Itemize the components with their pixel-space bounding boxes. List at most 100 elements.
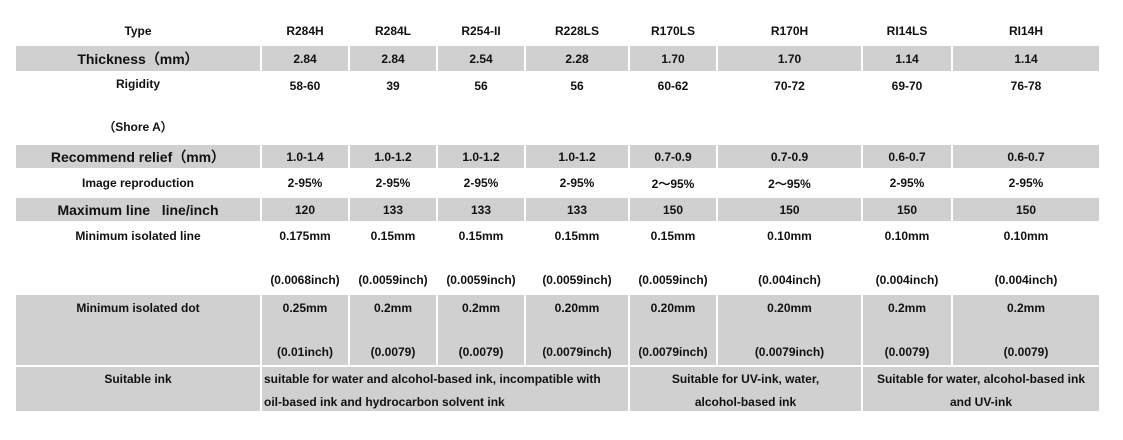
relief-cell: 1.0-1.2 [348, 143, 438, 170]
min-dot-mm: 0.20mm [554, 301, 600, 315]
rigidity-cell: 56 [524, 71, 630, 145]
min-line-mm: 0.175mm [279, 229, 331, 243]
image-repro-cell: 2～95% [716, 168, 863, 198]
rigidity-cell: 39 [348, 71, 438, 145]
min-line-mm: 0.10mm [884, 229, 930, 243]
relief-cell: 0.7-0.9 [628, 143, 718, 170]
rigidity-cell: 56 [436, 71, 526, 145]
thickness-label: Thickness（mm） [14, 44, 262, 73]
type-cell: R284H [260, 15, 350, 46]
min-dot-mm: 0.2mm [461, 301, 501, 315]
max-line-cell: 150 [716, 196, 863, 223]
rigidity-value: 69-70 [891, 79, 923, 93]
ink-group-2: Suitable for UV-ink, water, alcohol-based… [628, 365, 863, 413]
min-line-inch: (0.004inch) [758, 273, 821, 287]
min-line-mm: 0.15mm [458, 229, 504, 243]
min-dot-inch: (0.0079) [370, 345, 416, 359]
image-repro-cell: 2-95% [436, 168, 526, 198]
thickness-row: Thickness（mm） 2.84 2.84 2.54 2.28 1.70 1… [14, 44, 1101, 73]
min-dot-cell: 0.2mm (0.0079) [861, 293, 953, 367]
min-dot-inch: (0.0079inch) [542, 345, 612, 359]
min-line-inch: (0.0059inch) [542, 273, 612, 287]
max-line-label: Maximum line line/inch [14, 196, 262, 223]
rigidity-cell: 69-70 [861, 71, 953, 145]
relief-cell: 1.0-1.2 [436, 143, 526, 170]
rigidity-label: Rigidity [116, 77, 160, 91]
min-dot-label-cell: Minimum isolated dot [14, 293, 262, 367]
min-dot-inch: (0.0079inch) [638, 345, 708, 359]
type-cell: R170LS [628, 15, 718, 46]
min-dot-mm: 0.20mm [650, 301, 696, 315]
ink-group-3-line-1: Suitable for water, alcohol-based ink [876, 372, 1086, 386]
ink-group-1-line-2: oil-based ink and hydrocarbon solvent in… [264, 395, 505, 409]
ink-group-2-line-2: alcohol-based ink [694, 395, 797, 409]
thickness-cell: 2.84 [348, 44, 438, 73]
image-repro-cell: 2～95% [628, 168, 718, 198]
min-line-cell: 0.15mm (0.0059inch) [628, 221, 718, 295]
rigidity-cell: 60-62 [628, 71, 718, 145]
max-line-cell: 150 [951, 196, 1101, 223]
rigidity-cell: 70-72 [716, 71, 863, 145]
relief-cell: 0.6-0.7 [951, 143, 1101, 170]
image-repro-cell: 2-95% [348, 168, 438, 198]
min-line-cell: 0.10mm (0.004inch) [716, 221, 863, 295]
rigidity-value: 60-62 [657, 79, 689, 93]
thickness-cell: 1.70 [716, 44, 863, 73]
min-dot-row: Minimum isolated dot 0.25mm (0.01inch) 0.… [14, 293, 1101, 367]
ink-row: Suitable ink suitable for water and alco… [14, 365, 1101, 413]
min-line-inch: (0.0059inch) [446, 273, 516, 287]
max-line-cell: 150 [628, 196, 718, 223]
ink-label: Suitable ink [104, 372, 172, 386]
min-dot-inch: (0.01inch) [276, 345, 333, 359]
ink-group-3-line-2: and UV-ink [949, 395, 1012, 409]
min-dot-mm: 0.20mm [767, 301, 812, 315]
ink-group-3: Suitable for water, alcohol-based ink and… [861, 365, 1101, 413]
type-cell: RI14H [951, 15, 1101, 46]
min-dot-mm: 0.2mm [373, 301, 413, 315]
relief-label: Recommend relief（mm） [14, 143, 262, 170]
rigidity-value: 56 [474, 79, 488, 93]
rigidity-value: 70-72 [774, 79, 805, 93]
image-repro-row: Image reproduction 2-95% 2-95% 2-95% 2-9… [14, 168, 1101, 198]
rigidity-value: 58-60 [289, 79, 321, 93]
type-cell: RI14LS [861, 15, 953, 46]
rigidity-value: 56 [570, 79, 584, 93]
image-repro-cell: 2-95% [260, 168, 350, 198]
thickness-cell: 1.14 [951, 44, 1101, 73]
min-dot-inch: (0.0079inch) [754, 345, 825, 359]
min-line-inch: (0.0068inch) [270, 273, 340, 287]
rigidity-value: 76-78 [1010, 79, 1042, 93]
min-line-inch: (0.004inch) [994, 273, 1058, 287]
rigidity-unit-label: （Shore A） [103, 120, 173, 134]
min-dot-cell: 0.2mm (0.0079) [436, 293, 526, 367]
rigidity-cell: 58-60 [260, 71, 350, 145]
min-dot-cell: 0.20mm (0.0079inch) [524, 293, 630, 367]
min-line-mm: 0.15mm [650, 229, 696, 243]
min-dot-mm: 0.2mm [1006, 301, 1046, 315]
min-line-cell: 0.15mm (0.0059inch) [524, 221, 630, 295]
min-line-inch: (0.0059inch) [358, 273, 428, 287]
max-line-cell: 133 [524, 196, 630, 223]
min-dot-cell: 0.20mm (0.0079inch) [716, 293, 863, 367]
max-line-row: Maximum line line/inch 120 133 133 133 1… [14, 196, 1101, 223]
image-repro-label: Image reproduction [14, 168, 262, 198]
thickness-cell: 1.14 [861, 44, 953, 73]
relief-cell: 0.7-0.9 [716, 143, 863, 170]
min-dot-inch: (0.0079) [884, 345, 930, 359]
min-dot-mm: 0.25mm [282, 301, 328, 315]
min-line-mm: 0.15mm [554, 229, 600, 243]
min-line-label: Minimum isolated line [75, 229, 201, 243]
min-line-inch: (0.0059inch) [638, 273, 708, 287]
thickness-cell: 2.54 [436, 44, 526, 73]
spec-table: Type R284H R284L R254-II R228LS R170LS R… [14, 15, 1101, 413]
max-line-cell: 150 [861, 196, 953, 223]
min-line-mm: 0.10mm [767, 229, 812, 243]
thickness-cell: 2.84 [260, 44, 350, 73]
type-cell: R254-II [436, 15, 526, 46]
min-line-mm: 0.15mm [370, 229, 416, 243]
rigidity-row: Rigidity （Shore A） 58-60 39 56 56 60-62 … [14, 71, 1101, 145]
header-row: Type R284H R284L R254-II R228LS R170LS R… [14, 15, 1101, 46]
rigidity-cell: 76-78 [951, 71, 1101, 145]
type-cell: R170H [716, 15, 863, 46]
